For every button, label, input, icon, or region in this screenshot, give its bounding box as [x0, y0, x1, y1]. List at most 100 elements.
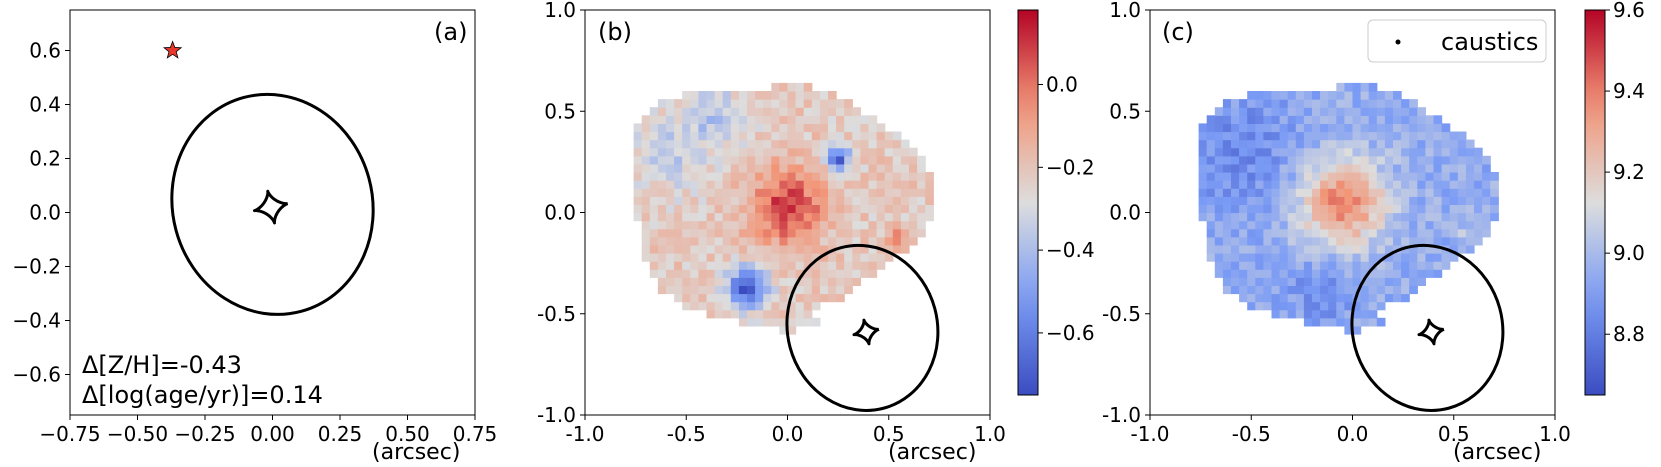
heatmap-cell [852, 180, 861, 189]
heatmap-cell [787, 317, 797, 327]
x-tick-label: 0.00 [250, 422, 295, 446]
heatmap-cell [828, 115, 837, 124]
heatmap-cell [1263, 261, 1273, 270]
heatmap-cell [714, 163, 724, 173]
heatmap-cell [819, 107, 829, 116]
heatmap-cell [795, 204, 805, 214]
heatmap-cell [876, 196, 886, 205]
heatmap-cell [1295, 228, 1305, 238]
heatmap-cell [1287, 131, 1297, 141]
heatmap-cell [1255, 228, 1264, 238]
heatmap-cell [1328, 317, 1337, 327]
heatmap-cell [1222, 180, 1232, 189]
heatmap-cell [868, 228, 878, 238]
heatmap-cell [1360, 188, 1370, 197]
heatmap-cell [1263, 269, 1273, 278]
heatmap-cell [787, 253, 797, 262]
heatmap-cell [747, 236, 756, 246]
heatmap-cell [1417, 115, 1426, 124]
heatmap-cell [1409, 236, 1418, 246]
heatmap-cell [795, 107, 805, 116]
heatmap-cell [787, 244, 797, 254]
heatmap-cell [722, 107, 732, 116]
heatmap-cell [1239, 253, 1248, 262]
heatmap-cell [698, 228, 708, 238]
heatmap-cell [1320, 269, 1329, 278]
heatmap-cell [1222, 196, 1232, 205]
heatmap-cell [1344, 301, 1354, 311]
heatmap-cell [892, 196, 902, 205]
heatmap-cell [771, 131, 780, 141]
heatmap-cell [1222, 253, 1232, 262]
heatmap-cell [1287, 204, 1297, 214]
heatmap-cell [1328, 99, 1337, 108]
heatmap-cell [714, 188, 724, 197]
y-tick-label: -0.5 [537, 302, 576, 326]
heatmap-cell [1441, 147, 1451, 157]
heatmap-cell [1336, 261, 1345, 270]
heatmap-cell [714, 115, 724, 124]
heatmap-cell [690, 204, 699, 214]
heatmap-cell [852, 155, 861, 165]
heatmap-cell [1328, 244, 1337, 254]
heatmap-cell [1303, 163, 1313, 173]
heatmap-cell [1303, 269, 1313, 278]
heatmap-cell [1401, 131, 1410, 141]
heatmap-cell [1255, 147, 1264, 157]
heatmap-cell [868, 261, 878, 270]
heatmap-cell [738, 180, 748, 189]
heatmap-cell [722, 147, 732, 157]
heatmap-cell [1336, 212, 1345, 222]
heatmap-cell [649, 115, 659, 124]
heatmap-cell [738, 163, 748, 173]
heatmap-cell [771, 180, 780, 189]
heatmap-cell [1352, 228, 1362, 238]
heatmap-cell [1384, 172, 1394, 181]
heatmap-cell [803, 277, 813, 286]
heatmap-cell [722, 204, 732, 214]
heatmap-cell [1336, 285, 1345, 295]
heatmap-cell [641, 196, 651, 205]
heatmap-cell [1336, 301, 1345, 311]
heatmap-cell [747, 188, 756, 197]
heatmap-cell [747, 317, 756, 327]
heatmap-cell [819, 261, 829, 270]
heatmap-cell [844, 220, 853, 230]
heatmap-cell [690, 269, 699, 278]
y-tick-label: 0.0 [544, 201, 576, 225]
heatmap-cell [747, 147, 756, 157]
heatmap-cell [1425, 115, 1435, 124]
heatmap-cell [795, 285, 805, 295]
heatmap-cell [1328, 277, 1337, 286]
heatmap-cell [1231, 204, 1240, 214]
heatmap-cell [828, 204, 837, 214]
heatmap-cell [852, 236, 861, 246]
heatmap-cell [795, 115, 805, 124]
panel-label-c: (c) [1162, 18, 1194, 46]
heatmap-cell [641, 236, 651, 246]
heatmap-cell [876, 139, 886, 149]
heatmap-cell [763, 196, 772, 205]
heatmap-cell [1239, 163, 1248, 173]
heatmap-cell [730, 91, 740, 100]
heatmap-cell [779, 236, 789, 246]
heatmap-cell [1344, 220, 1354, 230]
heatmap-cell [1279, 107, 1289, 116]
heatmap-cell [1295, 309, 1305, 319]
heatmap-cell [836, 220, 845, 230]
heatmap-cell [1263, 244, 1273, 254]
heatmap-cell [795, 253, 805, 262]
heatmap-cell [844, 172, 853, 181]
heatmap-cell [1271, 301, 1281, 311]
heatmap-cell [674, 123, 683, 133]
heatmap-cell [657, 180, 667, 189]
heatmap-cell [649, 228, 659, 238]
heatmap-cell [819, 204, 829, 214]
heatmap-cell [1352, 253, 1362, 262]
legend-marker [1395, 39, 1401, 45]
heatmap-cell [1384, 228, 1394, 238]
heatmap-cell [1344, 309, 1354, 319]
heatmap-cell [674, 285, 683, 295]
heatmap-cell [722, 123, 732, 133]
heatmap-cell [722, 269, 732, 278]
